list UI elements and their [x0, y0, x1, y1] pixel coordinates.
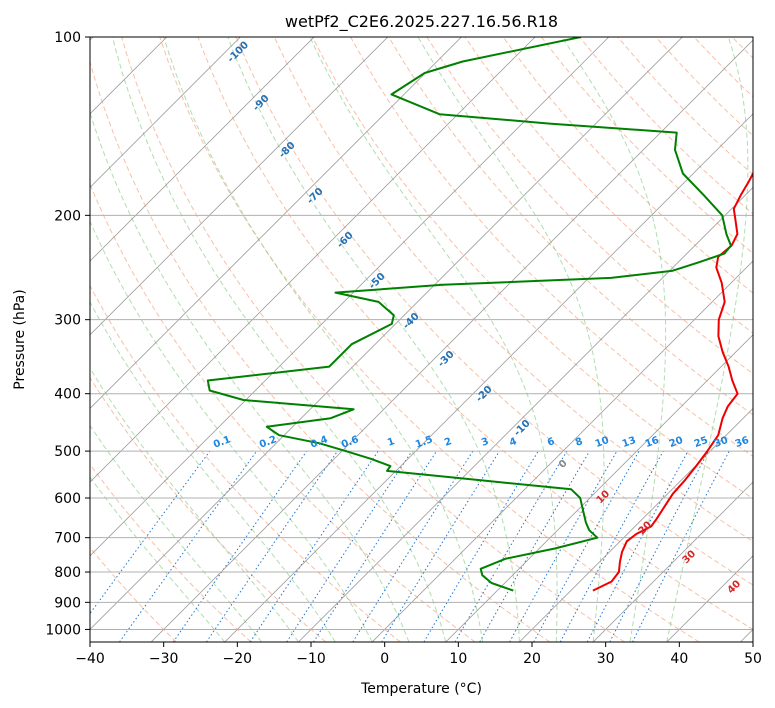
y-tick-label: 500: [54, 444, 81, 460]
mixing-ratio-line: [172, 450, 308, 642]
plot-area-background: [90, 37, 753, 642]
series-layer: [206, 37, 753, 592]
plot-frame: [89, 36, 754, 643]
mixing-ratio-label: 36: [734, 435, 751, 450]
x-tick-label: −20: [223, 651, 253, 667]
dry-adiabat-line: [502, 37, 753, 294]
dry-adiabat-line: [90, 376, 327, 642]
isotherm-line: [150, 39, 753, 642]
dewpoint-line: [206, 37, 732, 592]
isotherm-line: [90, 37, 683, 631]
dry-adiabat-line: [770, 37, 775, 642]
mixing-ratio-label: 13: [621, 435, 638, 450]
mixing-ratio-label: 25: [693, 435, 710, 450]
moist-adiabat-line: [227, 37, 520, 642]
isotherm-line: [445, 334, 753, 642]
moist-adiabat-line: [90, 220, 373, 642]
dry-adiabat-line: [426, 37, 753, 375]
temperature-line: [592, 171, 753, 592]
mixing-ratio-label: 6: [546, 436, 556, 449]
isotherm-line: [90, 37, 536, 483]
x-tick-label: −40: [75, 651, 105, 667]
mixing-ratio-label: 4: [508, 436, 518, 449]
mixing-ratio-line: [119, 450, 258, 642]
dry-adiabat-line: [235, 37, 753, 586]
axis-layer: −40 −30 −20 −10 0 10 20 30 40 50 100 200 300 400 500 60…: [45, 30, 762, 667]
mixing-ratio-line: [559, 450, 664, 642]
moist-adiabat-line: [112, 37, 447, 642]
mixing-ratio-label: 3: [480, 436, 490, 449]
isotherm-line: [90, 37, 389, 336]
mixing-ratio-line: [533, 450, 640, 642]
y-tick-label: 200: [54, 208, 81, 224]
isotherm-line: [371, 260, 753, 642]
dry-adiabat-line: [388, 37, 753, 416]
mixing-ratio-line: [286, 450, 413, 642]
y-tick-label: 800: [54, 565, 81, 581]
mixing-ratio-line: [509, 450, 618, 642]
dry-adiabat-line: [311, 37, 753, 500]
moist-adiabat-line: [561, 37, 667, 642]
moist-adiabat-line: [417, 37, 605, 642]
moist-adiabat-line: [90, 301, 336, 642]
isotherm-line: [90, 37, 241, 189]
y-tick-label: 1000: [45, 622, 81, 638]
isotherm-line: [519, 407, 753, 642]
moist-adiabat-line: [90, 476, 226, 642]
mixing-ratio-line: [205, 450, 338, 642]
x-tick-label: 40: [670, 651, 688, 667]
mixing-ratio-label: 2: [443, 436, 453, 449]
x-tick-label: 30: [597, 651, 615, 667]
mixing-ratio-label: 16: [644, 435, 661, 450]
x-axis-title: Temperature (°C): [360, 681, 482, 697]
y-tick-label: 600: [54, 491, 81, 507]
x-tick-label: 10: [449, 651, 467, 667]
isotherm-line: [90, 37, 315, 262]
isotherm-line: [592, 481, 753, 642]
dry-adiabat-line: [159, 37, 700, 642]
x-tick-label: −30: [149, 651, 179, 667]
chart-title: wetPf2_C2E6.2025.227.16.56.R18: [285, 12, 558, 32]
y-tick-label: 300: [54, 313, 81, 329]
moist-adiabat-line: [90, 111, 410, 642]
mixing-ratio-label: 1: [386, 436, 396, 449]
x-tick-label: 20: [523, 651, 541, 667]
y-tick-label: 400: [54, 387, 81, 403]
x-tick-label: 50: [744, 651, 762, 667]
dry-adiabat-line: [90, 60, 551, 642]
y-tick-label: 700: [54, 531, 81, 547]
mixing-ratio-label: 10: [594, 435, 611, 450]
dry-adiabat-line: [121, 37, 625, 642]
mixing-ratio-line: [90, 450, 211, 615]
y-tick-label: 100: [54, 30, 81, 46]
mixing-ratio-label: 20: [668, 435, 685, 450]
y-axis-title: Pressure (hPa): [12, 289, 28, 389]
x-tick-label: −10: [296, 651, 326, 667]
dry-adiabat-line: [90, 182, 476, 642]
moist-adiabat-line: [90, 424, 262, 642]
x-tick-label: 0: [380, 651, 389, 667]
mixing-ratio-line: [313, 450, 438, 642]
y-tick-label: 900: [54, 595, 81, 611]
isotherm-line: [90, 37, 610, 557]
mixing-ratio-line: [381, 450, 500, 642]
mixing-ratio-label: 8: [574, 436, 584, 449]
mixing-ratio-line: [352, 450, 474, 642]
moist-adiabat-line: [163, 37, 484, 642]
isotherm-line: [90, 37, 462, 410]
mixing-ratio-line: [249, 450, 379, 642]
moist-adiabat-line: [666, 37, 749, 642]
isotherm-line: [298, 186, 753, 642]
mixing-ratio-label: 30: [713, 435, 730, 450]
mixing-ratio-line: [632, 450, 730, 642]
dry-adiabat-line: [90, 463, 252, 642]
isotherm-line: [224, 113, 753, 642]
dry-adiabat-line: [90, 546, 177, 642]
